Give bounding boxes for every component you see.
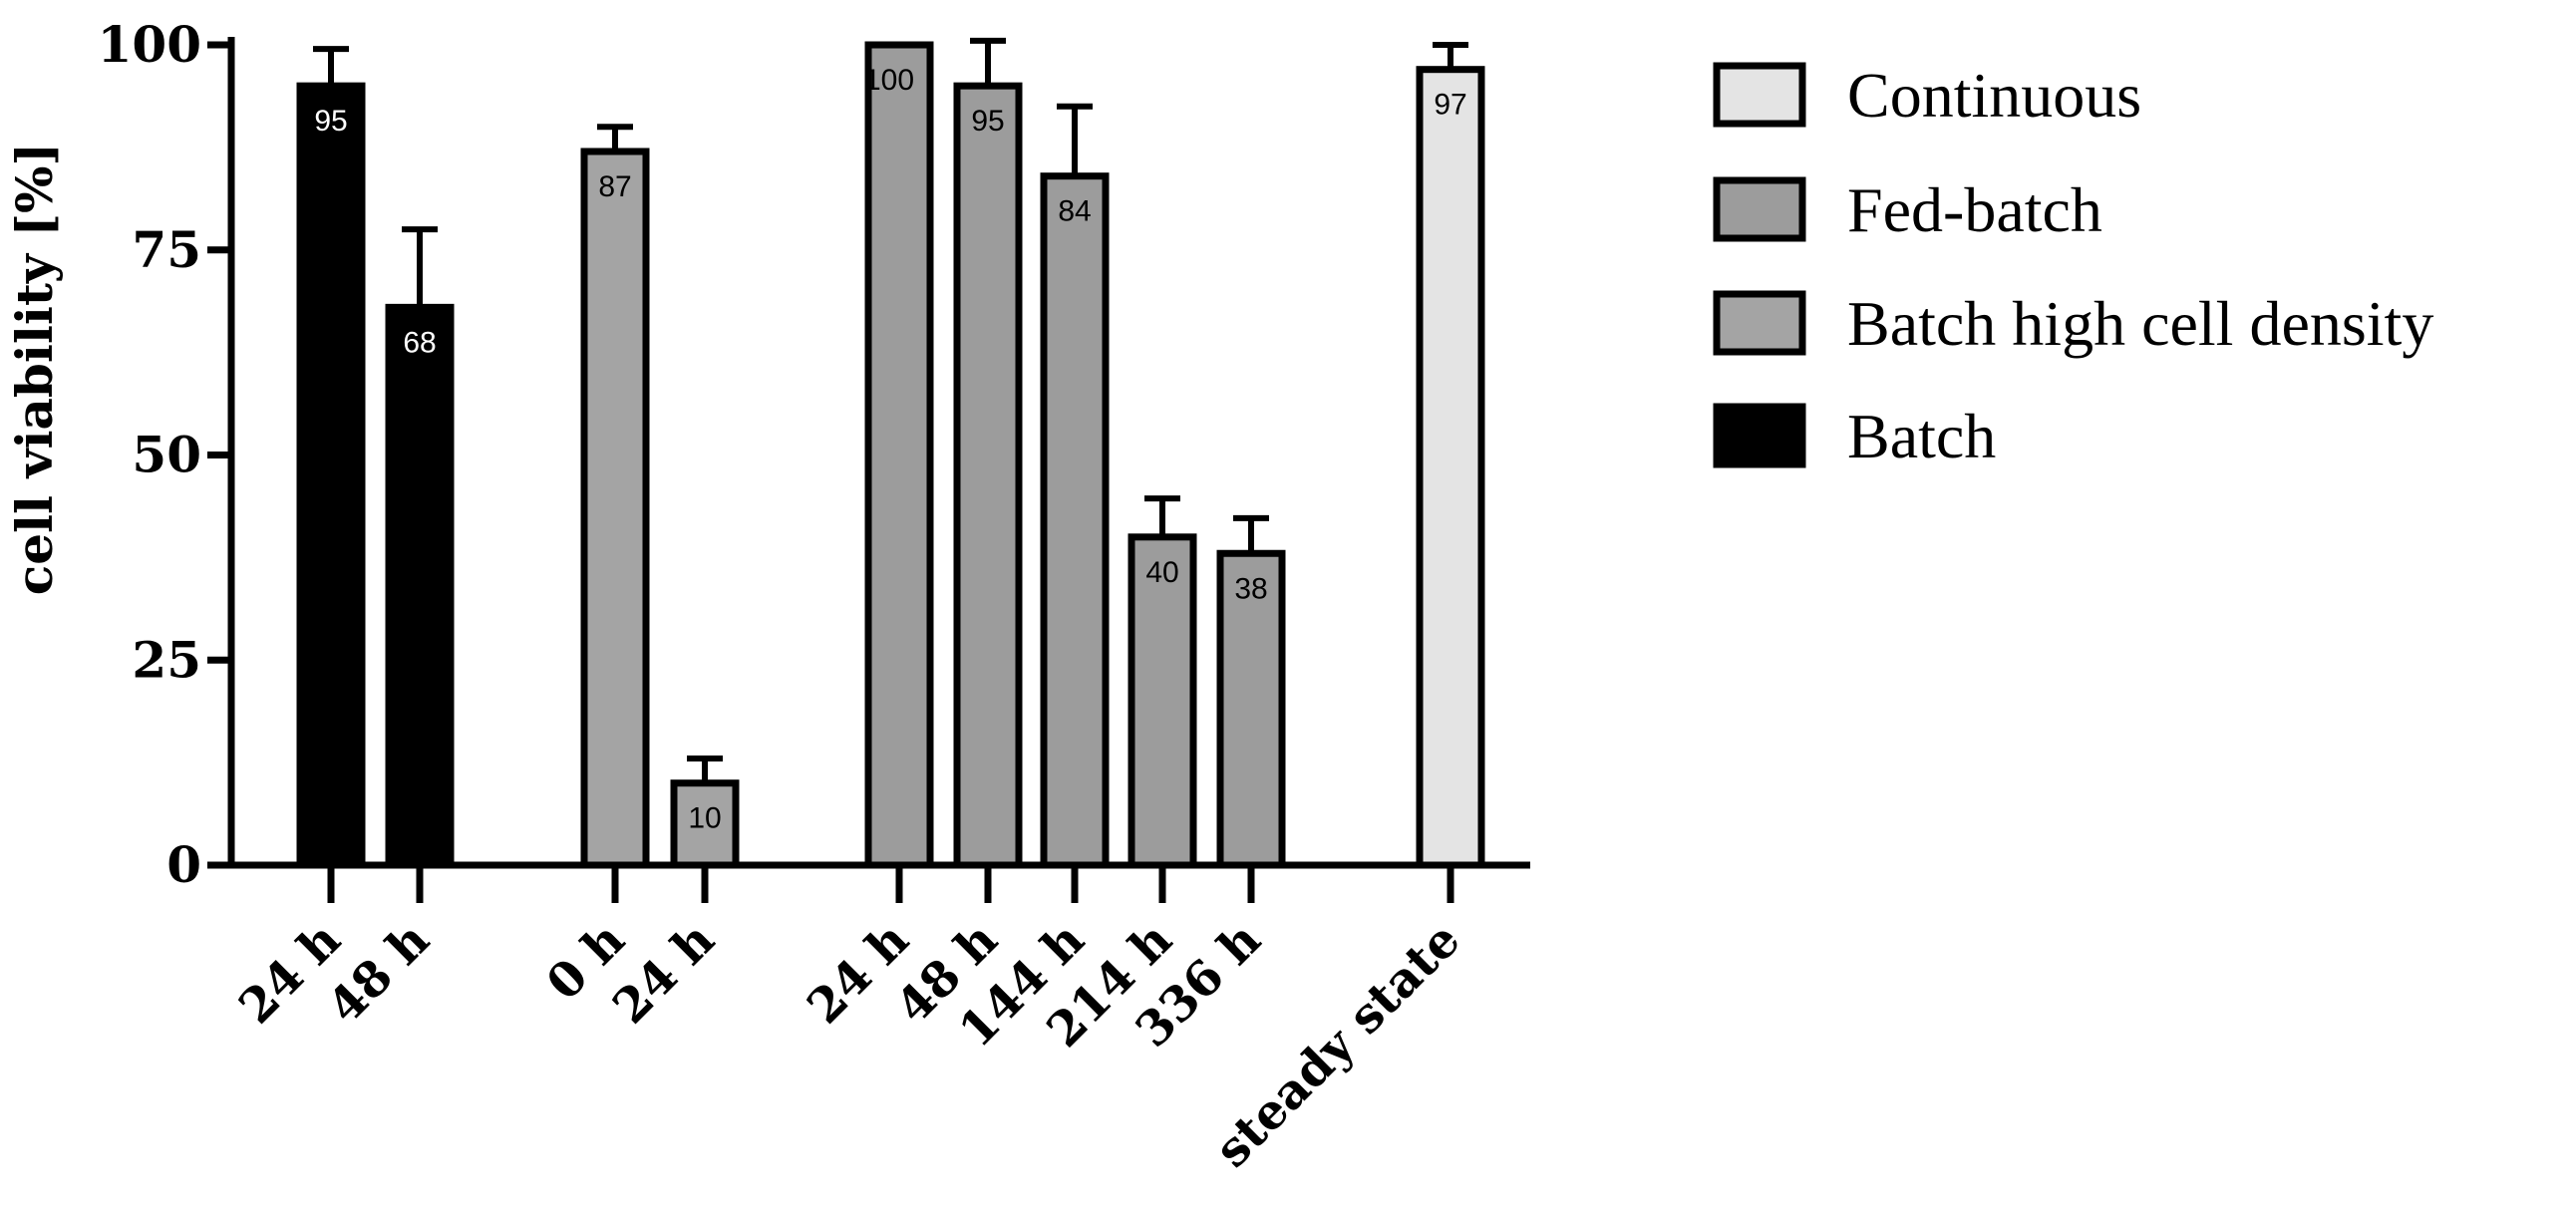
data-label: 10 [688, 802, 721, 835]
legend-swatch [1713, 176, 1806, 242]
legend-label: Batch [1847, 401, 1996, 471]
legend-swatch [1713, 403, 1806, 468]
bars: 95 68 87 10 100 95 84 40 38 97 [296, 37, 1485, 869]
data-label: 40 [1145, 556, 1178, 589]
legend-swatch [1713, 62, 1806, 128]
legend-label: Fed-batch [1847, 174, 2102, 245]
legend: Continuous Fed-batch Batch high cell densi… [1713, 60, 2433, 471]
data-label: 95 [314, 105, 347, 138]
category-label: 24 h [602, 912, 725, 1035]
legend-label: Batch high cell density [1847, 288, 2433, 359]
category-label: 24 h [228, 912, 351, 1035]
data-label: 84 [1058, 195, 1091, 228]
legend-label: Continuous [1847, 60, 2141, 131]
bar [864, 41, 934, 869]
bar [1416, 66, 1485, 869]
data-label: 97 [1434, 89, 1466, 122]
bar [296, 82, 366, 869]
bar [580, 148, 650, 869]
y-tick-label: 75 [132, 220, 201, 279]
bar [385, 303, 455, 869]
category-label: 48 h [317, 912, 440, 1035]
bar [1040, 172, 1110, 869]
data-label: 100 [864, 64, 914, 97]
y-tick-label: 50 [132, 426, 201, 484]
category-label: 24 h [797, 912, 919, 1035]
y-axis-label: cell viability [%] [5, 143, 64, 595]
legend-swatch [1713, 290, 1806, 356]
data-label: 95 [971, 105, 1004, 138]
data-label: 38 [1234, 572, 1267, 605]
y-axis: 0 25 50 75 100 [98, 15, 235, 894]
y-tick-label: 100 [98, 15, 201, 74]
y-tick-label: 25 [132, 630, 201, 689]
data-label: 87 [598, 170, 631, 203]
bar [953, 82, 1023, 869]
y-tick-label: 0 [166, 835, 201, 894]
data-label: 68 [403, 326, 436, 359]
